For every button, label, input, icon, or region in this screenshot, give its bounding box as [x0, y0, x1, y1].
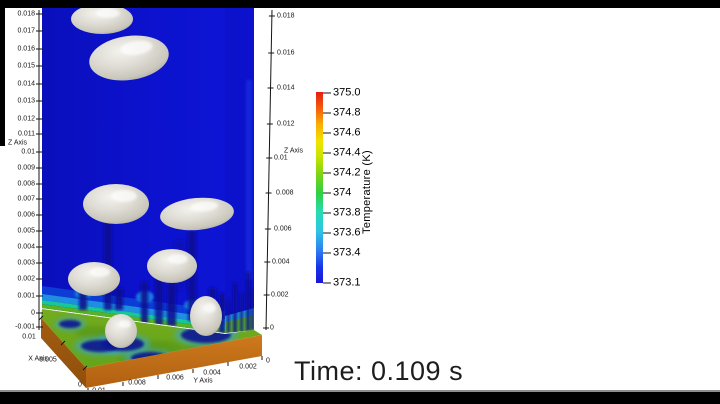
letterbox-left: [0, 8, 5, 146]
bubble-3: [83, 184, 149, 224]
bubble-1: [71, 4, 133, 34]
plate-left-face: [41, 318, 86, 388]
fluid-right-plane: [225, 8, 254, 333]
bubble-5: [68, 262, 120, 296]
colorbar-ticks: [323, 92, 331, 284]
time-annotation: Time: 0.109 s: [294, 356, 464, 386]
bubble-7: [105, 314, 137, 348]
heated-plate: [41, 309, 262, 388]
bubble-2: [89, 35, 169, 81]
bubble-4: [160, 197, 234, 231]
bubble-6: [147, 249, 197, 283]
bubble-8: [190, 296, 222, 336]
x-axis-ticks: [38, 315, 88, 371]
left-z-axis-ticks: [36, 13, 43, 328]
plate-front-face: [86, 335, 262, 388]
temperature-colorbar: [316, 92, 323, 283]
vapor-bubbles: [68, 4, 234, 348]
right-z-axis-ticks: [263, 15, 275, 329]
colorbar-title: Temperature (K): [361, 150, 373, 234]
letterbox-bottom: [0, 392, 720, 404]
right-z-axis-line: [265, 9, 273, 331]
letterbox-top: [0, 0, 720, 8]
letterbox-gray-line: [0, 390, 720, 392]
